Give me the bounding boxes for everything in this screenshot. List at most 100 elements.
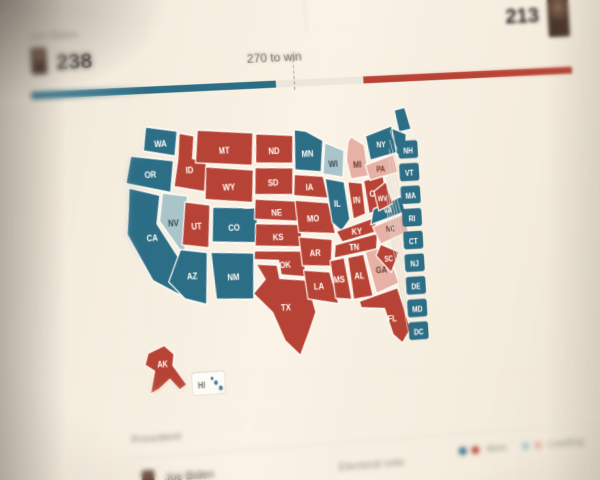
state-box-ri[interactable]: [401, 207, 423, 227]
state-label-wa: WA: [154, 137, 168, 149]
state-wy[interactable]: [203, 164, 255, 205]
state-ks[interactable]: [254, 221, 303, 250]
state-label-or: OR: [144, 169, 157, 181]
state-mt[interactable]: [194, 127, 255, 168]
state-box-vt[interactable]: [399, 162, 420, 182]
state-sc[interactable]: [375, 243, 400, 273]
state-ms[interactable]: [330, 257, 352, 300]
state-label-mi: MI: [353, 159, 362, 170]
dem-bar-segment: [30, 80, 277, 100]
dem-leading-dot: [521, 441, 530, 451]
state-label-ga: GA: [375, 264, 388, 276]
state-box-nh[interactable]: [397, 140, 419, 159]
state-wv[interactable]: [374, 181, 393, 211]
map-legend: Won Leading: [458, 435, 592, 457]
dem-won-dot: [458, 446, 468, 456]
state-label-mn: MN: [301, 148, 313, 160]
state-label-ks: KS: [273, 231, 284, 243]
state-az[interactable]: [167, 248, 211, 307]
column-divider: [303, 0, 307, 33]
state-ak[interactable]: [144, 344, 187, 394]
state-box-nj[interactable]: [404, 253, 425, 273]
state-mn[interactable]: [293, 128, 325, 173]
state-box-label-ma: MA: [405, 191, 416, 201]
state-label-ok: OK: [279, 259, 292, 271]
rep-bar-segment: [363, 66, 573, 84]
state-box-label-md: MD: [412, 304, 423, 314]
state-label-mt: MT: [218, 144, 230, 156]
state-label-va: VA: [383, 206, 392, 215]
state-label-tn: TN: [349, 241, 360, 252]
state-label-ia: IA: [305, 181, 314, 192]
map-container: WA OR CA NV ID MT WY UT CO AZ NM ND SD NE KS OK TX MN IA MO…: [118, 107, 432, 404]
footer-candidate-name: Joe Biden: [164, 467, 215, 480]
state-pa[interactable]: [365, 154, 398, 180]
state-ny[interactable]: [365, 126, 399, 161]
state-label-la: LA: [313, 280, 324, 292]
state-va[interactable]: [369, 196, 406, 225]
state-nd[interactable]: [254, 132, 295, 165]
state-label-ar: AR: [309, 247, 321, 259]
state-label-wi: WI: [328, 158, 338, 169]
state-box-label-nj: NJ: [410, 259, 419, 269]
state-label-hi: HI: [198, 380, 206, 390]
state-id[interactable]: [171, 132, 208, 193]
state-label-nm: NM: [227, 271, 240, 283]
state-box-label-ri: RI: [408, 214, 415, 224]
footer-candidate-row[interactable]: Joe Biden: [141, 465, 215, 480]
state-label-ut: UT: [191, 220, 203, 232]
state-box-ma[interactable]: [400, 185, 421, 205]
target-marker: [292, 59, 296, 90]
state-label-sd: SD: [267, 177, 278, 189]
state-tx[interactable]: [252, 261, 319, 359]
state-ok[interactable]: [254, 248, 307, 280]
state-label-sc: SC: [384, 255, 393, 264]
state-nm[interactable]: [211, 250, 257, 302]
candidate-right-votes: 213: [504, 4, 540, 29]
state-label-fl: FL: [387, 312, 397, 323]
state-box-md[interactable]: [407, 298, 428, 318]
state-sd[interactable]: [253, 166, 294, 197]
state-me[interactable]: [394, 107, 411, 132]
footer-avatar: [141, 469, 155, 480]
state-label-oh: OH: [369, 188, 381, 199]
target-label: 270 to win: [246, 49, 303, 66]
state-label-wy: WY: [222, 181, 235, 193]
state-label-ca: CA: [146, 232, 159, 244]
candidate-left-votes: 238: [55, 49, 94, 75]
state-label-ne: NE: [271, 207, 282, 219]
state-ne[interactable]: [253, 197, 299, 224]
legend-won-label: Won: [485, 441, 508, 456]
candidate-left-avatar: [30, 47, 48, 75]
state-box-dc[interactable]: [408, 321, 429, 341]
state-box-label-dc: DC: [414, 327, 424, 337]
electoral-map[interactable]: WA OR CA NV ID MT WY UT CO AZ NM ND SD NE KS OK TX MN IA MO…: [118, 107, 432, 404]
state-label-az: AZ: [187, 270, 199, 282]
state-box-de[interactable]: [405, 275, 427, 295]
state-ut[interactable]: [180, 200, 213, 249]
state-label-tx: TX: [281, 301, 292, 313]
candidate-left: Joe Biden 238: [29, 29, 93, 75]
state-box-label-nh: NH: [403, 145, 414, 155]
electoral-bar: [30, 59, 573, 100]
state-label-id: ID: [185, 164, 193, 175]
state-co[interactable]: [210, 205, 259, 246]
rep-leading-dot: [533, 440, 542, 450]
state-label-il: IL: [334, 198, 342, 209]
state-box-label-vt: VT: [405, 168, 414, 178]
candidate-right: Donald Trump 213: [503, 0, 571, 39]
state-mi[interactable]: [345, 136, 369, 179]
state-label-ky: KY: [351, 226, 362, 237]
state-in[interactable]: [348, 181, 366, 220]
rep-won-dot: [471, 445, 480, 455]
state-ky[interactable]: [336, 218, 380, 243]
state-box-label-ct: CT: [409, 236, 419, 246]
state-fl[interactable]: [358, 287, 411, 346]
state-box-ct[interactable]: [403, 230, 424, 250]
state-label-ak: AK: [157, 359, 168, 370]
electoral-vote-label: Electoral vote: [338, 456, 405, 474]
state-wa[interactable]: [142, 125, 179, 157]
